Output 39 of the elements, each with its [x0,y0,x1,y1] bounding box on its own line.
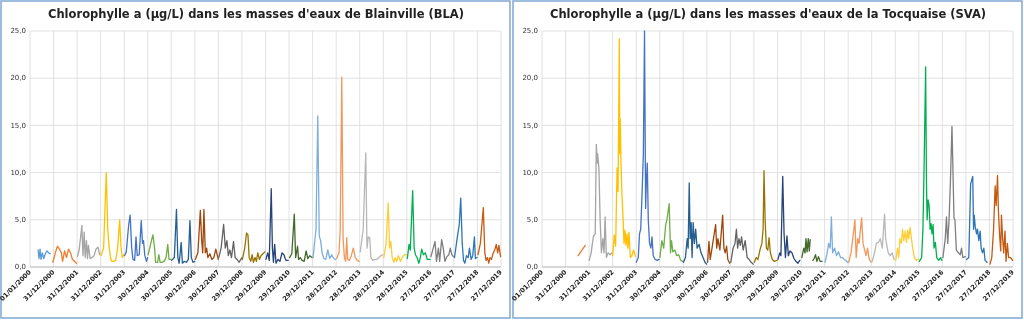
line-series [100,171,125,262]
line-series [241,232,266,263]
line-series [383,202,407,263]
line-series [194,208,219,261]
line-series [52,245,78,264]
line-series [288,213,313,262]
line-series [37,248,51,261]
line-series [918,66,943,262]
line-series [848,217,872,263]
line-series [406,189,431,264]
line-series [753,170,778,263]
line-series [312,115,337,261]
line-series [430,238,455,262]
line-series [635,30,660,263]
line-series [965,175,988,263]
line-series [895,226,919,262]
line-series [730,228,755,265]
line-series [942,125,967,259]
line-series [588,143,613,262]
line-series [659,203,684,262]
line-series [171,208,196,264]
line-series [871,213,895,262]
line-series [123,214,149,262]
line-series [706,214,731,264]
chart-title: Chlorophylle a (µg/L) dans les masses d'eaux de Blainville (BLA) [47,7,465,21]
line-series [612,37,637,259]
line-series [336,76,360,262]
line-series [453,197,478,264]
line-series [989,174,1014,265]
line-series [824,216,849,263]
line-series [359,152,384,262]
line-series [147,234,172,263]
line-series [777,175,801,264]
line-series [682,182,708,265]
line-series [265,188,289,264]
line-series [477,206,502,264]
line-series [218,223,243,263]
chart-title: Chlorophylle a (µg/L) dans les masses d'eaux de la Tocquaise (SVA) [549,7,987,21]
line-series [76,224,101,260]
